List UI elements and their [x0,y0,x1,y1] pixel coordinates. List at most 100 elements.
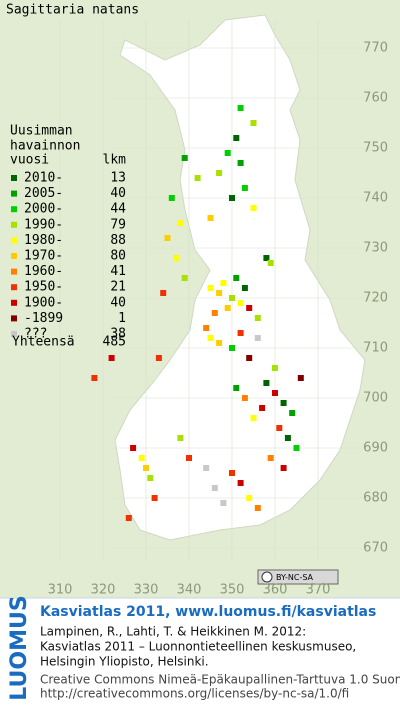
occurrence-square [108,355,115,361]
legend-total: 485 [103,335,126,350]
occurrence-square [267,455,274,461]
badge-text: BY-NC-SA [276,573,314,582]
legend-heading: havainnon [10,139,80,154]
occurrence-square [254,505,261,511]
legend-swatch [11,190,17,197]
occurrence-square [147,475,154,481]
occurrence-square [220,280,227,286]
y-tick-label: 740 [363,191,388,206]
legend-swatch [11,299,17,306]
occurrence-square [207,215,214,221]
occurrence-square [250,120,257,126]
citation-line: Kasviatlas 2011 – Luonnontieteellinen ke… [40,640,356,654]
license-line: http://creativecommons.org/licenses/by-n… [40,687,349,701]
y-tick-label: 690 [363,441,388,456]
license-line: Creative Commons Nimeä-Epäkaupallinen-Ta… [40,673,400,687]
occurrence-square [130,445,137,451]
y-tick-label: 710 [363,341,388,356]
occurrence-square [220,500,227,506]
legend-swatch [11,315,17,322]
occurrence-square [91,375,98,381]
occurrence-square [276,425,283,431]
occurrence-square [250,415,257,421]
legend-count: 41 [110,264,126,279]
occurrence-square [229,345,235,351]
legend-label: 2000- [24,202,63,217]
occurrence-square [289,410,296,416]
occurrence-square [237,480,244,486]
occurrence-square [229,195,235,201]
citation-line: Helsingin Yliopisto, Helsinki. [40,655,209,669]
occurrence-square [168,195,175,201]
legend-total-label: Yhteensä [12,335,75,350]
occurrence-square [284,435,291,441]
x-tick-label: 340 [177,583,202,598]
occurrence-square [138,455,145,461]
occurrence-square [224,305,231,311]
occurrence-square [246,495,253,501]
occurrence-square [216,290,223,296]
legend-label: 1980- [24,233,63,248]
y-tick-label: 680 [363,491,388,506]
occurrence-square [233,135,240,141]
legend-count-heading: lkm [103,153,127,168]
legend-swatch [11,206,17,213]
occurrence-square [263,255,270,261]
x-tick-label: 310 [48,583,73,598]
x-tick-label: 360 [263,583,288,598]
occurrence-square [211,485,218,491]
occurrence-square [272,365,278,371]
occurrence-square [237,105,244,111]
occurrence-square [259,405,266,411]
legend-count: 40 [110,295,126,310]
occurrence-square [263,380,270,386]
legend-label: 1900- [24,295,63,310]
legend-label: 1960- [24,264,63,279]
occurrence-square [246,305,253,311]
occurrence-square [211,310,218,316]
occurrence-square [177,435,184,441]
occurrence-square [272,390,278,396]
occurrence-square [293,445,300,451]
occurrence-square [194,175,201,181]
occurrence-square [233,385,240,391]
occurrence-square [207,285,214,291]
occurrence-square [173,255,180,261]
legend-count: 38 [110,327,126,342]
legend-swatch [11,237,17,244]
x-tick-label: 320 [91,583,116,598]
legend-label: -1899 [24,311,63,326]
occurrence-square [151,495,158,501]
footer-headline: Kasviatlas 2011, www.luomus.fi/kasviatla… [40,604,376,620]
occurrence-square [229,470,235,476]
occurrence-square [246,355,253,361]
occurrence-square [241,185,248,191]
x-tick-label: 370 [306,583,331,598]
occurrence-square [186,455,192,461]
occurrence-square [125,515,132,521]
y-tick-label: 750 [363,141,388,156]
legend-count: 79 [110,217,126,232]
occurrence-square [216,170,223,176]
y-tick-label: 670 [363,541,388,556]
occurrence-square [181,155,188,161]
occurrence-square [254,335,261,341]
map-title: Sagittaria natans [6,3,139,18]
occurrence-square [160,290,167,296]
occurrence-square [241,285,248,291]
occurrence-square [216,340,223,346]
legend-count: 13 [110,171,126,186]
occurrence-square [237,300,244,306]
legend-label: 1970- [24,249,63,264]
legend-count: 80 [110,249,126,264]
badge-frame [257,569,339,585]
citation-line: Lampinen, R., Lahti, T. & Heikkinen M. 2… [40,625,306,639]
legend-label: 1950- [24,280,63,295]
occurrence-square [229,295,235,301]
occurrence-square [267,260,274,266]
y-tick-label: 700 [363,391,388,406]
occurrence-square [241,395,248,401]
legend-swatch [11,221,17,228]
license-badge: BY-NC-SA [257,569,339,585]
